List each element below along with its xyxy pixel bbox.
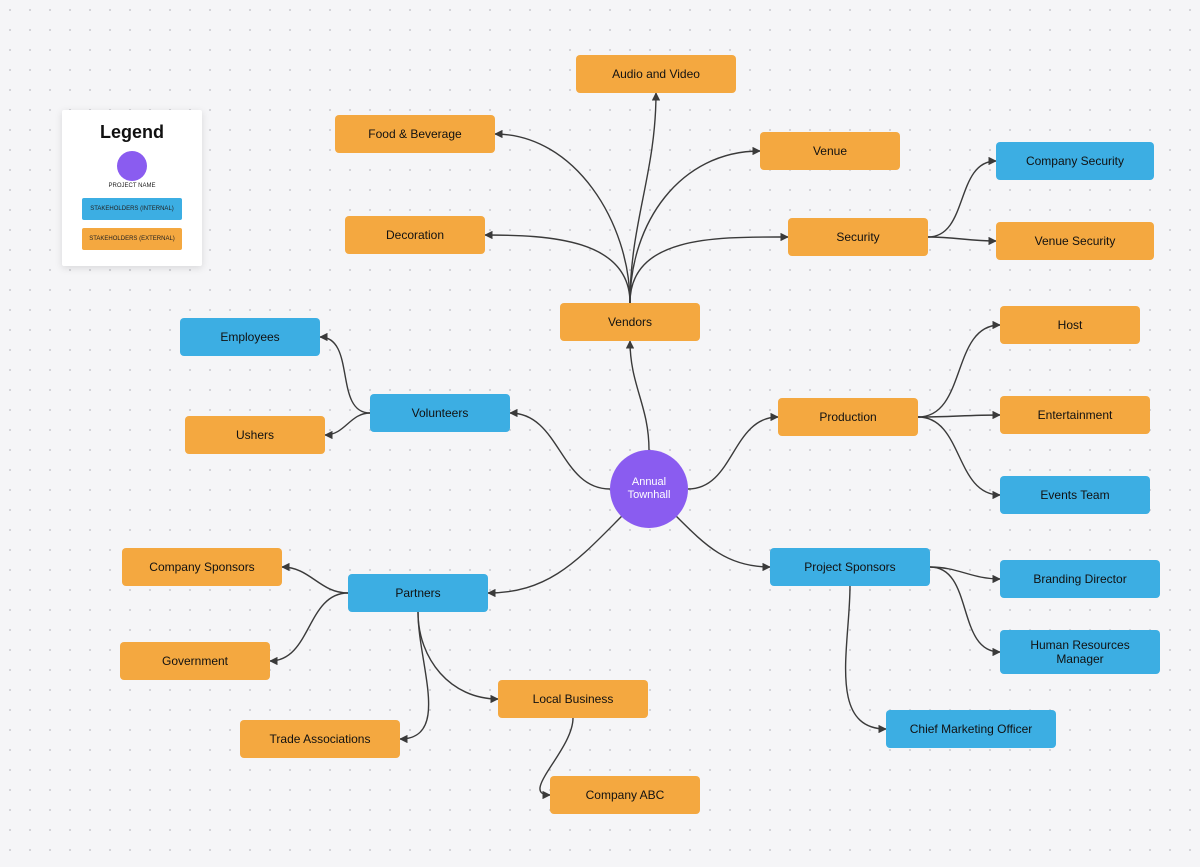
node-label: Venue	[813, 144, 847, 158]
node-label: Trade Associations	[270, 732, 371, 746]
edge-center-vendors	[630, 341, 649, 450]
node-center[interactable]: Annual Townhall	[610, 450, 688, 528]
edge-production-host	[918, 325, 1000, 417]
node-label: Chief Marketing Officer	[910, 722, 1033, 736]
node-eventsteam[interactable]: Events Team	[1000, 476, 1150, 514]
edge-volunteers-employees	[320, 337, 370, 413]
node-label: Volunteers	[412, 406, 469, 420]
node-label: Human Resources Manager	[1006, 638, 1154, 666]
legend-panel: Legend PROJECT NAME STAKEHOLDERS (INTERN…	[62, 110, 202, 266]
node-compsponsors[interactable]: Company Sponsors	[122, 548, 282, 586]
edge-partners-tradeassoc	[400, 612, 429, 739]
node-label: Local Business	[533, 692, 614, 706]
node-label: Company ABC	[586, 788, 665, 802]
node-cmo[interactable]: Chief Marketing Officer	[886, 710, 1056, 748]
edge-center-sponsors	[676, 516, 770, 567]
edge-vendors-security	[630, 237, 788, 303]
node-venue[interactable]: Venue	[760, 132, 900, 170]
edge-vendors-decoration	[485, 235, 630, 303]
edge-center-volunteers	[510, 413, 610, 489]
node-foodbev[interactable]: Food & Beverage	[335, 115, 495, 153]
edge-sponsors-hrmgr	[930, 567, 1000, 652]
node-label: Annual Townhall	[616, 476, 682, 502]
node-host[interactable]: Host	[1000, 306, 1140, 344]
node-label: Company Sponsors	[149, 560, 254, 574]
legend-title: Legend	[72, 122, 192, 143]
node-label: Project Sponsors	[804, 560, 895, 574]
node-volunteers[interactable]: Volunteers	[370, 394, 510, 432]
legend-swatch-project	[117, 151, 147, 181]
node-decoration[interactable]: Decoration	[345, 216, 485, 254]
node-label: Food & Beverage	[368, 127, 461, 141]
edge-production-entertainment	[918, 415, 1000, 417]
node-entertainment[interactable]: Entertainment	[1000, 396, 1150, 434]
node-label: Production	[819, 410, 876, 424]
edge-sponsors-cmo	[846, 586, 886, 729]
node-label: Ushers	[236, 428, 274, 442]
node-label: Venue Security	[1035, 234, 1116, 248]
node-employees[interactable]: Employees	[180, 318, 320, 356]
node-audiovideo[interactable]: Audio and Video	[576, 55, 736, 93]
edge-partners-compsponsors	[282, 567, 348, 593]
edge-production-eventsteam	[918, 417, 1000, 495]
node-branding[interactable]: Branding Director	[1000, 560, 1160, 598]
node-label: Company Security	[1026, 154, 1124, 168]
node-label: Government	[162, 654, 228, 668]
edge-security-companysec	[928, 161, 996, 237]
node-sponsors[interactable]: Project Sponsors	[770, 548, 930, 586]
edge-vendors-foodbev	[495, 134, 630, 303]
node-tradeassoc[interactable]: Trade Associations	[240, 720, 400, 758]
edge-security-venuesec	[928, 237, 996, 241]
node-ushers[interactable]: Ushers	[185, 416, 325, 454]
node-vendors[interactable]: Vendors	[560, 303, 700, 341]
legend-label-external: STAKEHOLDERS (EXTERNAL)	[89, 236, 175, 243]
node-label: Entertainment	[1038, 408, 1113, 422]
node-venuesec[interactable]: Venue Security	[996, 222, 1154, 260]
node-government[interactable]: Government	[120, 642, 270, 680]
node-production[interactable]: Production	[778, 398, 918, 436]
node-partners[interactable]: Partners	[348, 574, 488, 612]
edge-sponsors-branding	[930, 567, 1000, 579]
node-label: Host	[1058, 318, 1083, 332]
node-label: Branding Director	[1033, 572, 1126, 586]
node-hrmgr[interactable]: Human Resources Manager	[1000, 630, 1160, 674]
node-label: Vendors	[608, 315, 652, 329]
node-security[interactable]: Security	[788, 218, 928, 256]
legend-swatch-external: STAKEHOLDERS (EXTERNAL)	[82, 228, 182, 250]
edge-partners-localbiz	[418, 612, 498, 699]
node-label: Events Team	[1040, 488, 1109, 502]
edge-volunteers-ushers	[325, 413, 370, 435]
node-label: Decoration	[386, 228, 444, 242]
node-localbiz[interactable]: Local Business	[498, 680, 648, 718]
diagram-canvas[interactable]: Legend PROJECT NAME STAKEHOLDERS (INTERN…	[0, 0, 1200, 867]
node-label: Audio and Video	[612, 67, 700, 81]
node-label: Security	[836, 230, 879, 244]
edge-vendors-audiovideo	[630, 93, 656, 303]
node-label: Partners	[395, 586, 440, 600]
legend-swatch-internal: STAKEHOLDERS (INTERNAL)	[82, 198, 182, 220]
edge-vendors-venue	[630, 151, 760, 303]
edge-partners-government	[270, 593, 348, 661]
legend-label-project: PROJECT NAME	[72, 183, 192, 190]
node-label: Employees	[220, 330, 279, 344]
node-companyabc[interactable]: Company ABC	[550, 776, 700, 814]
node-companysec[interactable]: Company Security	[996, 142, 1154, 180]
edge-center-partners	[488, 516, 622, 593]
legend-label-internal: STAKEHOLDERS (INTERNAL)	[90, 206, 174, 213]
edge-center-production	[688, 417, 778, 489]
